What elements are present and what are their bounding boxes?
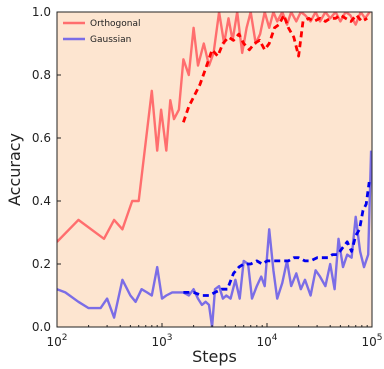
x-tick-label: 103 xyxy=(151,333,172,349)
series-layer xyxy=(57,12,372,327)
x-tick-label: 104 xyxy=(256,333,277,349)
series-line-0 xyxy=(57,12,371,243)
y-tick-label: 0.6 xyxy=(32,131,51,145)
y-tick-label: 0.8 xyxy=(32,68,51,82)
series-line-1 xyxy=(182,13,368,123)
ticks-layer: 0.0 0.2 0.4 0.6 0.8 1.0 102 103 104 105 xyxy=(32,5,383,349)
plot-frame xyxy=(56,11,373,328)
x-tick-label: 105 xyxy=(361,333,382,349)
x-tick-label: 102 xyxy=(46,333,67,349)
y-tick-label: 0.2 xyxy=(32,257,51,271)
legend-label-2: Gaussian xyxy=(90,35,131,45)
legend: Orthogonal Gaussian xyxy=(63,19,140,45)
y-tick-label: 0.0 xyxy=(32,320,51,334)
y-axis-label: Accuracy xyxy=(5,133,24,206)
y-tick-label: 0.4 xyxy=(32,194,51,208)
plot-area xyxy=(57,12,372,327)
legend-label-0: Orthogonal xyxy=(90,19,140,29)
series-line-3 xyxy=(183,181,371,297)
y-tick-label: 1.0 xyxy=(32,5,51,19)
series-line-2 xyxy=(57,150,372,327)
x-axis-label: Steps xyxy=(192,347,237,366)
